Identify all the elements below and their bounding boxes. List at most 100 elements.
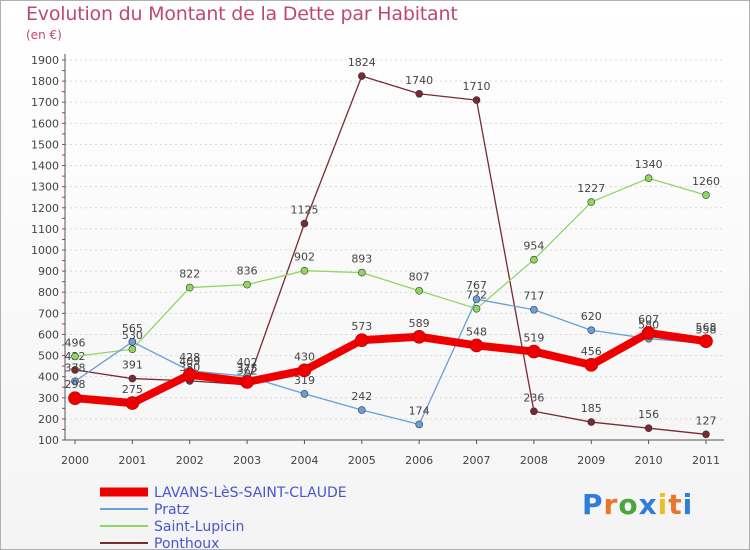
x-tick-label: 2001 xyxy=(118,454,146,467)
data-label: 275 xyxy=(122,383,143,396)
data-label: 185 xyxy=(581,402,602,415)
chart-title: Evolution du Montant de la Dette par Hab… xyxy=(26,3,458,25)
data-point xyxy=(641,326,656,340)
data-label: 127 xyxy=(696,414,717,427)
data-label: 174 xyxy=(409,404,430,417)
y-tick-label: 1100 xyxy=(31,223,59,236)
data-point xyxy=(469,338,484,353)
y-tick-label: 1200 xyxy=(31,202,59,215)
data-label: 456 xyxy=(581,345,602,358)
x-tick-label: 2008 xyxy=(520,454,548,467)
y-tick-label: 700 xyxy=(38,307,59,320)
data-label: 1125 xyxy=(290,204,318,217)
y-tick-label: 1900 xyxy=(31,54,59,67)
data-label: 722 xyxy=(466,289,487,302)
data-point xyxy=(358,406,366,414)
y-tick-label: 1300 xyxy=(31,181,59,194)
data-label: 954 xyxy=(523,240,544,253)
data-label: 428 xyxy=(179,351,200,364)
data-label: 1340 xyxy=(635,158,663,171)
y-tick-label: 1700 xyxy=(31,96,59,109)
data-label: 298 xyxy=(65,378,86,391)
data-point xyxy=(355,333,369,347)
data-point xyxy=(587,326,596,335)
legend-label: LAVANS-LèS-SAINT-CLAUDE xyxy=(154,485,347,501)
data-point xyxy=(297,363,312,378)
data-point xyxy=(300,389,309,398)
data-point xyxy=(472,295,481,303)
data-label: 1710 xyxy=(463,80,491,93)
data-point xyxy=(415,89,423,98)
x-tick-label: 2010 xyxy=(635,454,663,467)
data-label: 236 xyxy=(523,391,544,404)
data-label: 589 xyxy=(409,317,430,330)
data-label: 409 xyxy=(179,355,200,368)
data-point xyxy=(699,334,713,349)
data-point xyxy=(71,366,79,374)
data-point xyxy=(182,367,197,382)
data-point xyxy=(472,96,481,104)
data-label: 375 xyxy=(237,362,258,375)
data-label: 565 xyxy=(122,322,143,335)
data-point xyxy=(644,424,653,432)
data-label: 807 xyxy=(409,271,430,284)
x-tick-label: 2002 xyxy=(176,454,204,467)
data-point xyxy=(530,305,538,314)
x-tick-label: 2011 xyxy=(692,454,720,467)
data-label: 607 xyxy=(638,313,659,326)
y-tick-label: 500 xyxy=(38,350,59,363)
data-point xyxy=(415,286,423,295)
y-tick-label: 600 xyxy=(38,328,59,341)
data-point xyxy=(358,72,366,80)
data-label: 430 xyxy=(294,350,315,363)
y-tick-label: 1800 xyxy=(31,75,59,88)
y-tick-label: 400 xyxy=(38,371,59,384)
data-label: 893 xyxy=(351,253,372,266)
data-point xyxy=(125,396,140,410)
data-point xyxy=(243,280,251,289)
data-point xyxy=(472,304,481,313)
data-label: 378 xyxy=(65,361,86,374)
x-tick-label: 2004 xyxy=(290,454,318,467)
data-point xyxy=(128,374,137,383)
data-label: 1260 xyxy=(692,175,720,188)
data-label: 519 xyxy=(523,332,544,345)
y-tick-label: 1000 xyxy=(31,244,59,257)
data-point xyxy=(185,283,194,292)
y-tick-label: 900 xyxy=(38,265,59,278)
data-point xyxy=(530,407,538,416)
data-label: 822 xyxy=(179,268,200,281)
data-point xyxy=(587,198,596,206)
data-point xyxy=(644,174,653,183)
data-point xyxy=(530,255,538,264)
series-line-pratz xyxy=(74,298,707,426)
data-label: 620 xyxy=(581,310,602,323)
data-label: 530 xyxy=(122,329,143,342)
data-point xyxy=(300,266,309,275)
y-tick-label: 200 xyxy=(38,413,59,426)
proxiti-logo: Proxiti xyxy=(582,488,694,521)
data-point xyxy=(71,352,79,361)
data-point xyxy=(702,430,710,439)
legend-label: Saint-Lupicin xyxy=(154,519,244,535)
x-tick-label: 2007 xyxy=(463,454,491,467)
data-label: 156 xyxy=(638,408,659,421)
x-tick-label: 2009 xyxy=(577,454,605,467)
y-tick-label: 800 xyxy=(38,286,59,299)
y-tick-label: 1400 xyxy=(31,160,59,173)
y-tick-label: 1500 xyxy=(31,138,59,151)
x-tick-label: 2000 xyxy=(61,454,89,467)
y-tick-label: 300 xyxy=(38,392,59,405)
data-label: 496 xyxy=(65,336,86,349)
data-point xyxy=(300,219,309,228)
data-point xyxy=(128,345,137,354)
data-point xyxy=(587,418,596,426)
series-line-lavans-l-s-saint-claude xyxy=(74,328,707,408)
data-label: 573 xyxy=(351,320,372,333)
data-point xyxy=(584,358,599,372)
legend-label: Pratz xyxy=(154,502,189,518)
series-line-saint-lupicin xyxy=(74,177,707,358)
data-label: 362 xyxy=(237,365,258,378)
